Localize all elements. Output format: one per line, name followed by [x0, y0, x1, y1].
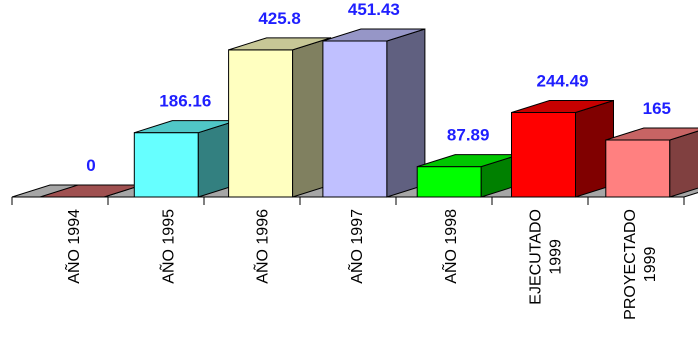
x-tick-label: AÑO 1998	[440, 209, 460, 284]
x-tick-label: AÑO 1995	[157, 209, 177, 284]
x-axis-ticks	[11, 197, 685, 205]
bar-front	[605, 139, 671, 198]
bar-front	[511, 112, 576, 198]
bar-top	[322, 28, 426, 42]
data-label: 87.89	[447, 126, 490, 145]
bar	[322, 28, 426, 198]
data-label: 165	[643, 99, 671, 118]
x-tick-label: AÑO 1994	[63, 209, 83, 284]
x-axis-labels: AÑO 1994 AÑO 1995 AÑO 1996 AÑO 1997 AÑO 1998…	[63, 209, 659, 320]
x-tick-label: EJECUTADO 1999	[528, 209, 565, 305]
bar-top	[228, 37, 331, 51]
bar-side	[669, 130, 698, 198]
data-label: 0	[86, 156, 95, 175]
bar-top	[511, 100, 614, 114]
bar-front	[322, 40, 388, 198]
data-labels: 0 186.16 425.8 451.43 87.89 244.49 165	[86, 0, 671, 175]
x-tick-label: PROYECTADO 1999	[622, 209, 659, 320]
bar	[416, 153, 520, 198]
bar	[228, 37, 332, 198]
bar-series	[39, 28, 698, 198]
bar	[511, 99, 614, 198]
data-label: 451.43	[348, 0, 400, 19]
bar-front	[416, 166, 482, 198]
data-label: 186.16	[159, 92, 211, 111]
data-label: 425.8	[258, 9, 301, 28]
bar-front	[133, 132, 199, 198]
bar	[605, 127, 698, 198]
x-tick-label: AÑO 1997	[346, 209, 366, 284]
x-tick-label: AÑO 1996	[252, 209, 272, 284]
bar	[133, 119, 237, 198]
data-label: 244.49	[537, 72, 589, 91]
bar-front	[228, 49, 294, 198]
bar-top	[605, 127, 698, 141]
